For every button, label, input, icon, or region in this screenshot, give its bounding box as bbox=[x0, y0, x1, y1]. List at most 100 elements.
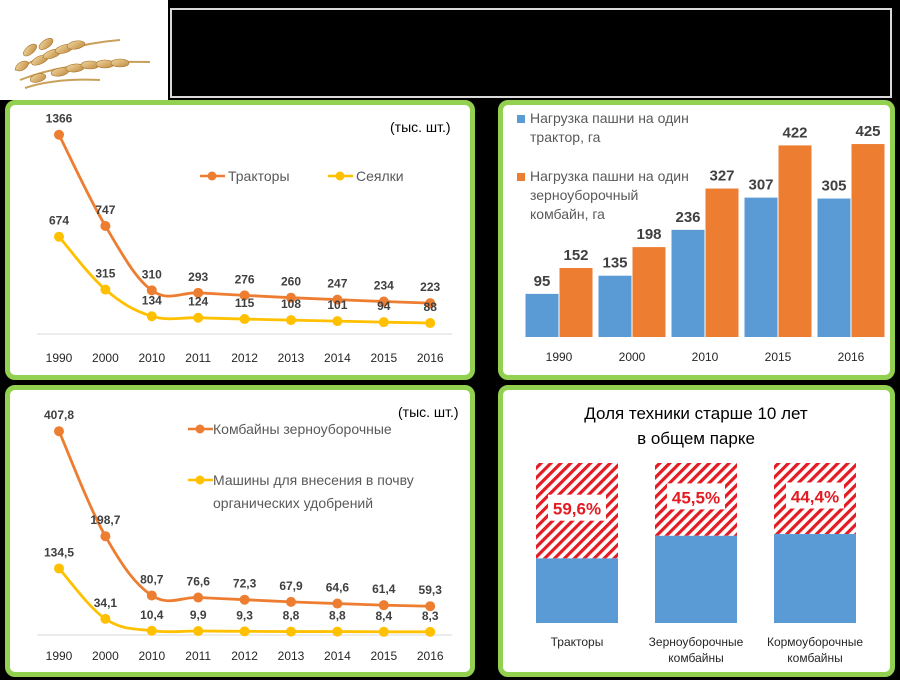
x-tick-label: 2016 bbox=[838, 350, 865, 364]
bar-value-label: 425 bbox=[855, 123, 880, 140]
legend-seeders: Сеялки bbox=[356, 168, 404, 184]
data-point bbox=[378, 600, 389, 611]
chart-combines-fertilizer: (тыс. шт.) Комбайны зерноуборочные Машин… bbox=[37, 404, 459, 663]
data-point bbox=[332, 626, 343, 637]
category-label: комбайны bbox=[668, 651, 723, 665]
legend-fertilizer-line1: Машины для внесения в почву bbox=[213, 472, 414, 488]
x-tick-label: 2010 bbox=[138, 649, 165, 663]
bar-value-label: 152 bbox=[563, 247, 588, 264]
data-point bbox=[378, 626, 389, 637]
bar bbox=[851, 144, 885, 337]
bar bbox=[525, 293, 559, 337]
x-tick-label: 1990 bbox=[46, 649, 73, 663]
data-point bbox=[146, 625, 157, 636]
legend-marker-combines bbox=[195, 424, 205, 434]
legend-combines: Комбайны зерноуборочные bbox=[213, 421, 392, 437]
bar-value-label: 422 bbox=[782, 124, 807, 141]
panel-combines-fertilizer: (тыс. шт.) Комбайны зерноуборочные Машин… bbox=[5, 385, 475, 677]
data-point bbox=[286, 626, 296, 637]
data-label: 674 bbox=[49, 214, 69, 228]
data-point bbox=[425, 601, 436, 612]
data-label: 72,3 bbox=[233, 577, 257, 591]
bar-value-label: 95 bbox=[534, 273, 551, 290]
data-label: 315 bbox=[95, 267, 115, 281]
x-tick-label: 2015 bbox=[765, 350, 792, 364]
legend-swatch-combine bbox=[517, 173, 525, 181]
bar-younger-share bbox=[655, 535, 737, 623]
data-label: 8,4 bbox=[375, 609, 392, 623]
bar bbox=[817, 198, 851, 337]
data-point bbox=[425, 626, 436, 637]
bar bbox=[744, 197, 778, 337]
data-label: 76,6 bbox=[187, 575, 211, 589]
data-point bbox=[193, 312, 204, 323]
data-label: 1366 bbox=[46, 112, 73, 126]
legend: Тракторы Сеялки bbox=[200, 168, 404, 184]
data-point bbox=[146, 285, 157, 296]
data-point bbox=[239, 314, 250, 325]
data-label: 61,4 bbox=[372, 582, 396, 596]
data-label: 223 bbox=[420, 280, 440, 294]
data-point bbox=[193, 626, 204, 637]
unit-label: (тыс. шт.) bbox=[398, 404, 459, 420]
data-point bbox=[286, 292, 296, 303]
x-tick-label: 2000 bbox=[619, 350, 646, 364]
data-point bbox=[286, 315, 296, 326]
x-tick-label: 2014 bbox=[324, 351, 351, 365]
title-bar bbox=[170, 8, 892, 98]
data-point bbox=[54, 563, 64, 574]
data-point bbox=[239, 290, 250, 301]
x-tick-label: 2011 bbox=[185, 351, 211, 365]
data-label: 8,8 bbox=[329, 609, 346, 623]
data-point bbox=[239, 626, 250, 637]
data-point bbox=[100, 284, 111, 295]
chart-tractors-seeders: (тыс. шт.) Тракторы Сеялки 1990 2000 2010 2… bbox=[37, 112, 453, 365]
data-point bbox=[378, 317, 389, 328]
data-label: 108 bbox=[281, 297, 301, 311]
legend-swatch-tractor bbox=[517, 115, 525, 123]
data-label: 198,7 bbox=[90, 513, 120, 527]
data-point bbox=[146, 590, 157, 601]
bar bbox=[705, 188, 739, 337]
unit-label: (тыс. шт.) bbox=[390, 119, 451, 135]
x-tick-label: 1990 bbox=[546, 350, 573, 364]
bar bbox=[632, 247, 666, 337]
legend-combine-line3: комбайн, га bbox=[530, 206, 605, 222]
x-tick-label: 2000 bbox=[92, 649, 119, 663]
x-tick-label: 2013 bbox=[278, 649, 305, 663]
label-background bbox=[548, 494, 606, 521]
data-label: 234 bbox=[374, 279, 394, 293]
panel-old-equipment-share: Доля техники старше 10 лет в общем парке… bbox=[498, 385, 895, 677]
bar bbox=[778, 145, 812, 337]
data-label: 34,1 bbox=[94, 596, 118, 610]
data-label: 9,3 bbox=[236, 608, 253, 622]
legend-tractor-line2: трактор, га bbox=[530, 129, 601, 145]
x-tick-label: 2012 bbox=[231, 649, 258, 663]
chart-old-equipment-share: Доля техники старше 10 лет в общем парке… bbox=[536, 404, 863, 665]
legend-marker-fertilizer bbox=[195, 475, 205, 485]
data-point bbox=[193, 287, 204, 298]
data-label: 67,9 bbox=[279, 579, 303, 593]
legend-marker-seeders bbox=[335, 171, 345, 181]
chart-title-line2: в общем парке bbox=[637, 429, 755, 448]
data-label: 407,8 bbox=[44, 408, 74, 422]
data-point bbox=[54, 231, 64, 242]
data-label: 8,8 bbox=[283, 609, 300, 623]
data-label: 134 bbox=[142, 293, 162, 307]
legend-combine-line2: зерноуборочный bbox=[530, 187, 638, 203]
data-label: 293 bbox=[188, 270, 208, 284]
data-point bbox=[100, 613, 111, 624]
panel-tractors-seeders: (тыс. шт.) Тракторы Сеялки 1990 2000 2010 2… bbox=[5, 100, 475, 380]
data-label: 8,3 bbox=[422, 609, 439, 623]
legend-tractor-line1: Нагрузка пашни на один bbox=[530, 110, 689, 126]
data-label: 134,5 bbox=[44, 545, 74, 559]
data-label: 747 bbox=[95, 203, 115, 217]
bar-value-label: 198 bbox=[636, 226, 661, 243]
chart-title-line1: Доля техники старше 10 лет bbox=[584, 404, 808, 423]
x-tick-label: 2012 bbox=[231, 351, 258, 365]
data-label: 310 bbox=[142, 267, 162, 281]
bar-value-label: 307 bbox=[748, 177, 773, 194]
x-tick-label: 2010 bbox=[692, 350, 719, 364]
data-label: 88 bbox=[424, 300, 438, 314]
bar-value-label: 135 bbox=[602, 255, 627, 272]
